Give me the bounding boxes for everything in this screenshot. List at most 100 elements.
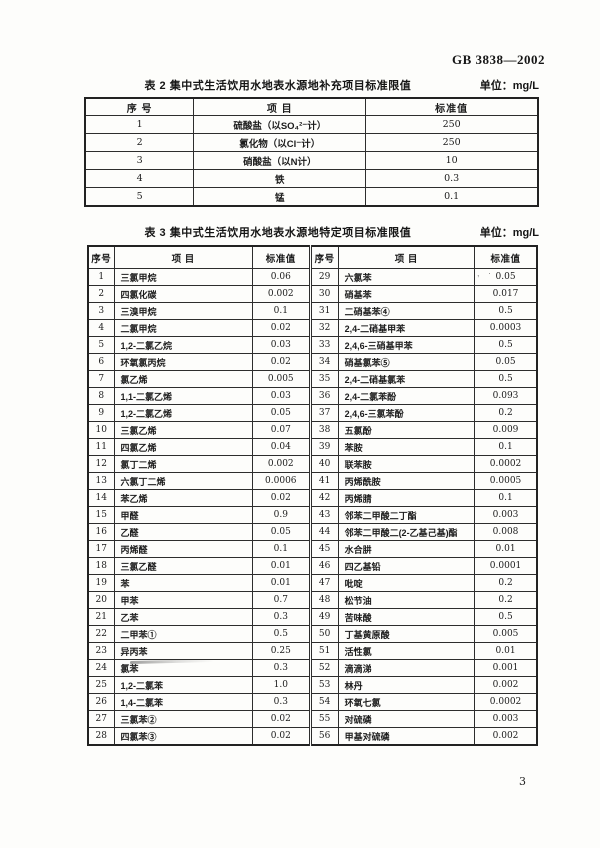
table-cell: 42 [308, 489, 339, 507]
table-cell: 1.0 [251, 676, 311, 694]
table-row: 2 四氯化碳 0.002 30 硝基苯 0.017 [87, 285, 538, 303]
table-cell: 46 [308, 557, 339, 575]
table3-caption: 表 3 集中式生活饮用水地表水源地特定项目标准限值 单位：mg/L [84, 224, 539, 240]
table-cell: 13 [87, 472, 115, 490]
table-cell: 环氧氯丙烷 [113, 353, 253, 371]
table3-title: 表 3 集中式生活饮用水地表水源地特定项目标准限值 [144, 227, 412, 239]
table-cell: 28 [87, 727, 115, 746]
table-cell: 丙烯醛 [113, 540, 253, 558]
table-cell: 45 [308, 540, 339, 558]
table-cell: 1,2-二氯乙烯 [113, 404, 253, 422]
table-cell: 2 [84, 133, 195, 152]
table2-title: 表 2 集中式生活饮用水地表水源地补充项目标准限值 [144, 80, 412, 92]
table-cell: 41 [308, 472, 339, 490]
table-cell: 0.093 [474, 387, 538, 405]
table-cell: 甲苯 [113, 591, 253, 609]
table-cell: 0.0002 [474, 455, 538, 473]
table-cell: 40 [308, 455, 339, 473]
table-cell: 0.1 [251, 302, 311, 320]
table-cell: 55 [308, 710, 339, 728]
table-cell: 环氧七氯 [337, 693, 476, 711]
table-cell: 0.03 [251, 336, 311, 354]
table-cell: 氯化物（以Cl⁻计） [193, 133, 367, 152]
table-cell: 31 [308, 302, 339, 320]
table-cell: 三氯苯② [113, 710, 253, 728]
table-cell: 0.3 [365, 169, 539, 188]
table-cell: 250 [365, 115, 539, 134]
table-cell: 0.003 [474, 506, 538, 524]
table-cell: 0.01 [474, 642, 538, 660]
table-row: 17 丙烯醛 0.1 45 水合肼 0.01 [87, 540, 538, 558]
table-row: 27 三氯苯② 0.02 55 对硫磷 0.003 [87, 710, 538, 728]
table-cell: 1,4-二氯苯 [113, 693, 253, 711]
table-cell: 0.5 [474, 302, 538, 320]
table-cell: 异丙苯 [113, 642, 253, 660]
table-cell: 丁基黄原酸 [337, 625, 476, 643]
table-cell: 0.07 [251, 421, 311, 439]
table-cell: 乙醛 [113, 523, 253, 541]
table-cell: 0.2 [474, 591, 538, 609]
table-cell: 0.1 [365, 187, 539, 207]
table-cell: 5 [87, 336, 115, 354]
table-cell: 0.05 [474, 353, 538, 371]
table-cell: 19 [87, 574, 115, 592]
table-cell: 0.005 [474, 625, 538, 643]
table-row: 14 苯乙烯 0.02 42 丙烯腈 0.1 [87, 489, 538, 507]
table-cell: 二硝基苯④ [337, 302, 476, 320]
table-row: 10 三氯乙烯 0.07 38 五氯酚 0.009 [87, 421, 538, 439]
table-cell: 0.1 [251, 540, 311, 558]
table-cell: 8 [87, 387, 115, 405]
table-row: 23 异丙苯 0.25 51 活性氯 0.01 [87, 642, 538, 660]
column-header-standard-value: 标准值 [474, 245, 538, 269]
table-row: 12 氯丁二烯 0.002 40 联苯胺 0.0002 [87, 455, 538, 473]
table-cell: 0.5 [251, 625, 311, 643]
table-cell: 六氯苯 [337, 268, 476, 286]
table-cell: 51 [308, 642, 339, 660]
table-cell: 0.02 [251, 727, 311, 746]
table-cell: 硝基苯 [337, 285, 476, 303]
column-header-standard-value: 标准值 [251, 245, 311, 269]
table-cell: 0.003 [474, 710, 538, 728]
table-cell: 0.005 [251, 370, 311, 388]
table-row: 26 1,4-二氯苯 0.3 54 环氧七氯 0.0002 [87, 693, 538, 711]
table-row: 5 锰 0.1 [84, 187, 539, 207]
table-cell: 35 [308, 370, 339, 388]
table-cell: 0.3 [251, 608, 311, 626]
table-cell: 15 [87, 506, 115, 524]
table-cell: 水合肼 [337, 540, 476, 558]
table-cell: 0.002 [251, 455, 311, 473]
table-cell: 18 [87, 557, 115, 575]
table-row: 28 四氯苯③ 0.02 56 甲基对硫磷 0.002 [87, 727, 538, 746]
table-cell: 0.008 [474, 523, 538, 541]
table-cell: 松节油 [337, 591, 476, 609]
table-row: 9 1,2-二氯乙烯 0.05 37 2,4,6-三氯苯酚 0.2 [87, 404, 538, 422]
table-cell: 0.009 [474, 421, 538, 439]
table-cell: 0.1 [474, 438, 538, 456]
table-cell: 10 [87, 421, 115, 439]
scan-dot-artifact: , · [477, 268, 494, 278]
table-cell: 四氯化碳 [113, 285, 253, 303]
table-cell: 0.002 [474, 676, 538, 694]
table-cell: 36 [308, 387, 339, 405]
table-cell: 0.02 [251, 710, 311, 728]
table2-caption: 表 2 集中式生活饮用水地表水源地补充项目标准限值 单位：mg/L [84, 77, 539, 93]
table-cell: 0.5 [474, 608, 538, 626]
table-cell: 苯乙烯 [113, 489, 253, 507]
table-cell: 对硫磷 [337, 710, 476, 728]
table-cell: 邻苯二甲酸二(2-乙基己基)酯 [337, 523, 476, 541]
table-cell: 0.002 [251, 285, 311, 303]
table-row: 4 铁 0.3 [84, 169, 539, 188]
table-cell: 甲醛 [113, 506, 253, 524]
table-cell: 38 [308, 421, 339, 439]
table-cell: 2,4-二氯苯酚 [337, 387, 476, 405]
table-cell: 22 [87, 625, 115, 643]
table-row: 4 二氯甲烷 0.02 32 2,4-二硝基甲苯 0.0003 [87, 319, 538, 337]
table-cell: 五氯酚 [337, 421, 476, 439]
table-row: 21 乙苯 0.3 49 苦味酸 0.5 [87, 608, 538, 626]
table-cell: 3 [84, 151, 195, 170]
table-cell: 四氯苯③ [113, 727, 253, 746]
table-cell: 0.0005 [474, 472, 538, 490]
table-cell: 250 [365, 133, 539, 152]
table-cell: 苦味酸 [337, 608, 476, 626]
